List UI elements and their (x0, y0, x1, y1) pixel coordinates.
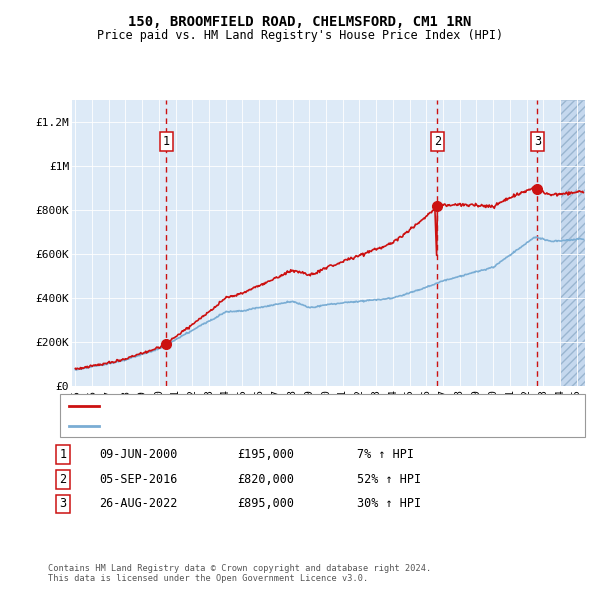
Bar (560, 100, 585, 386)
Text: 1: 1 (59, 448, 67, 461)
Text: Price paid vs. HM Land Registry's House Price Index (HPI): Price paid vs. HM Land Registry's House … (97, 29, 503, 42)
Text: £195,000: £195,000 (237, 448, 294, 461)
Text: £895,000: £895,000 (237, 497, 294, 510)
Text: Contains HM Land Registry data © Crown copyright and database right 2024.
This d: Contains HM Land Registry data © Crown c… (48, 563, 431, 583)
Text: 2: 2 (59, 473, 67, 486)
Text: 2: 2 (434, 135, 441, 148)
Text: 7% ↑ HPI: 7% ↑ HPI (357, 448, 414, 461)
Text: 30% ↑ HPI: 30% ↑ HPI (357, 497, 421, 510)
Text: 52% ↑ HPI: 52% ↑ HPI (357, 473, 421, 486)
Text: 150, BROOMFIELD ROAD, CHELMSFORD, CM1 1RN (detached house): 150, BROOMFIELD ROAD, CHELMSFORD, CM1 1R… (105, 401, 467, 411)
Text: 3: 3 (59, 497, 67, 510)
Text: 09-JUN-2000: 09-JUN-2000 (99, 448, 178, 461)
Text: 150, BROOMFIELD ROAD, CHELMSFORD, CM1 1RN: 150, BROOMFIELD ROAD, CHELMSFORD, CM1 1R… (128, 15, 472, 30)
Text: 26-AUG-2022: 26-AUG-2022 (99, 497, 178, 510)
Text: 1: 1 (163, 135, 170, 148)
Text: £820,000: £820,000 (237, 473, 294, 486)
Text: HPI: Average price, detached house, Chelmsford: HPI: Average price, detached house, Chel… (105, 421, 392, 431)
Text: 3: 3 (534, 135, 541, 148)
Text: 05-SEP-2016: 05-SEP-2016 (99, 473, 178, 486)
